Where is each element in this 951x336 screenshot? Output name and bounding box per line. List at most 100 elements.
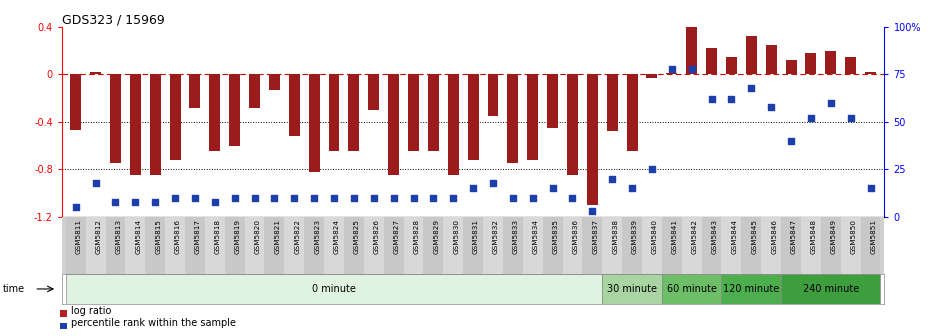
Bar (682, 217, 702, 274)
Bar (86, 217, 106, 274)
Text: GSM5822: GSM5822 (294, 219, 301, 254)
Bar (264, 217, 284, 274)
Point (187, 195, 203, 201)
Bar (204, 217, 224, 274)
Text: GSM5836: GSM5836 (573, 219, 578, 254)
Point (267, 195, 282, 201)
Text: GSM5850: GSM5850 (850, 219, 857, 254)
Point (625, 185, 640, 191)
Bar (443, 217, 463, 274)
Bar (348, 74, 359, 152)
Bar (483, 217, 503, 274)
Bar (209, 74, 221, 152)
Bar (662, 274, 722, 304)
Bar (642, 217, 662, 274)
Bar (130, 74, 141, 175)
Text: GSM5824: GSM5824 (334, 219, 340, 254)
Bar (527, 74, 538, 160)
Text: GSM5840: GSM5840 (652, 219, 658, 254)
Text: GSM5827: GSM5827 (394, 219, 399, 254)
Bar (488, 74, 498, 116)
Text: 30 minute: 30 minute (607, 284, 657, 294)
Text: GSM5846: GSM5846 (771, 219, 777, 254)
Point (525, 195, 540, 201)
Text: GSM5829: GSM5829 (434, 219, 439, 254)
Bar (742, 217, 761, 274)
Text: GSM5818: GSM5818 (215, 219, 221, 254)
Bar (66, 217, 86, 274)
Bar (165, 217, 185, 274)
Bar (801, 217, 821, 274)
Text: GSM5821: GSM5821 (275, 219, 281, 254)
Bar (189, 74, 201, 108)
Text: GSM5833: GSM5833 (513, 219, 519, 254)
Bar (845, 56, 856, 74)
Text: GSM5831: GSM5831 (473, 219, 479, 254)
Point (426, 195, 441, 201)
Point (744, 85, 759, 90)
Bar (508, 74, 518, 163)
Bar (563, 217, 582, 274)
Point (147, 199, 163, 204)
Point (107, 199, 123, 204)
Bar (269, 74, 280, 90)
Bar (229, 74, 241, 145)
Text: GSM5843: GSM5843 (711, 219, 718, 254)
Bar (647, 74, 657, 78)
Point (764, 104, 779, 109)
Bar (722, 217, 742, 274)
Text: GSM5851: GSM5851 (870, 219, 877, 254)
Point (804, 115, 819, 121)
Text: GSM5845: GSM5845 (751, 219, 757, 254)
Bar (627, 74, 637, 152)
Text: GSM5816: GSM5816 (175, 219, 181, 254)
Bar (388, 74, 399, 175)
Bar (567, 74, 578, 175)
Bar (825, 51, 836, 74)
Text: log ratio: log ratio (71, 306, 111, 316)
Text: GSM5828: GSM5828 (414, 219, 419, 254)
Bar (781, 217, 801, 274)
Text: time: time (3, 284, 25, 294)
Point (207, 199, 223, 204)
Bar (468, 74, 478, 160)
Text: GSM5823: GSM5823 (314, 219, 320, 254)
Point (465, 185, 480, 191)
Point (704, 96, 719, 102)
Point (485, 180, 500, 185)
Bar (761, 217, 781, 274)
Point (565, 195, 580, 201)
Bar (146, 217, 165, 274)
Text: GSM5811: GSM5811 (76, 219, 82, 254)
Bar (185, 217, 204, 274)
Point (545, 185, 560, 191)
Text: GSM5848: GSM5848 (811, 219, 817, 254)
Text: GSM5832: GSM5832 (493, 219, 499, 254)
Text: GSM5835: GSM5835 (553, 219, 558, 254)
Text: GSM5830: GSM5830 (454, 219, 459, 254)
Text: GSM5814: GSM5814 (135, 219, 142, 254)
Bar (428, 74, 438, 152)
Bar (66, 274, 602, 304)
Bar (607, 74, 618, 131)
Point (286, 195, 301, 201)
Bar (70, 74, 81, 130)
Bar (805, 53, 816, 74)
Text: GSM5838: GSM5838 (612, 219, 618, 254)
Point (68, 205, 84, 210)
Point (824, 100, 839, 106)
Bar (543, 217, 563, 274)
Point (664, 66, 679, 71)
Bar (702, 217, 722, 274)
Point (406, 195, 421, 201)
Bar (364, 217, 383, 274)
Bar (547, 74, 558, 128)
Bar (408, 74, 419, 152)
Bar (746, 36, 757, 74)
Bar (865, 72, 876, 74)
Point (326, 195, 341, 201)
Text: GSM5849: GSM5849 (831, 219, 837, 254)
Bar (602, 217, 622, 274)
Text: 240 minute: 240 minute (803, 284, 859, 294)
Bar (106, 217, 126, 274)
